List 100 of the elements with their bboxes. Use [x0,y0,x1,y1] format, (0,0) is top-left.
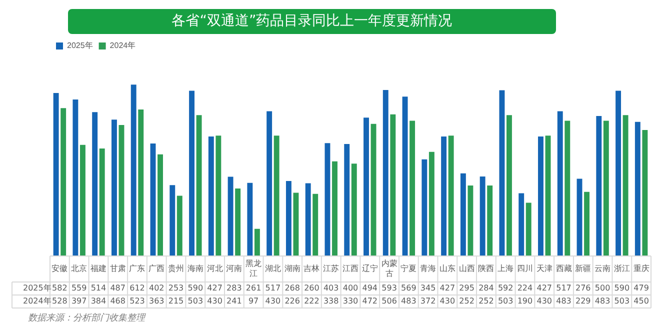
data-label: 503 [498,296,514,306]
data-label: 559 [71,284,87,293]
bar [130,84,136,256]
bar [487,185,493,256]
bar [616,90,622,256]
data-label: 430 [265,296,281,306]
bar [576,178,582,256]
x-tick-label: 吉林 [304,264,320,274]
data-label: 523 [130,296,145,306]
bar [460,173,466,256]
bar [235,188,241,256]
data-label: 472 [362,296,378,306]
x-tick-label: 福建 [90,264,106,274]
bar [526,202,532,256]
data-label: 593 [382,284,397,293]
bar [274,136,280,256]
bar [642,130,648,256]
chart-title: 各省“双通道”药品目录同比上一年度更新情况 [68,9,556,34]
bar [545,136,551,256]
data-label: 528 [52,296,68,306]
data-label: 97 [248,296,259,306]
bar [228,176,234,256]
data-label: 483 [401,296,416,306]
data-label: 514 [90,284,106,293]
data-label: 372 [420,296,436,306]
data-label: 384 [90,296,106,306]
bar [189,90,194,256]
data-label: 430 [440,296,456,306]
bar [305,183,311,256]
data-label: 338 [323,296,339,306]
bar [596,116,602,256]
x-tick-label: 青海 [420,264,436,274]
data-label: 190 [517,296,533,306]
data-label: 276 [576,284,591,293]
bar [499,90,505,256]
data-label: 506 [382,296,397,306]
legend-label: 2024年 [110,41,136,50]
x-tick-label: 海南 [187,264,204,274]
x-tick-label: 西藏 [556,264,572,274]
data-label: 427 [440,284,456,293]
bar [312,194,318,256]
x-tick-label: 山东 [439,264,456,274]
bar [364,118,369,256]
bar [80,144,86,256]
bar [111,120,117,256]
x-tick-label: 广东 [129,264,146,274]
data-label: 487 [110,284,126,293]
data-label: 517 [265,284,281,293]
x-tick-label: 宁夏 [400,264,417,274]
data-label: 503 [188,296,204,306]
x-tick-label: 湖北 [264,264,281,274]
data-label: 402 [148,284,164,293]
text: 2025年 [23,284,52,293]
x-tick-label: 安徽 [52,264,68,274]
x-tick-label: 内蒙古 [381,259,398,278]
bar [382,90,388,256]
bar [634,122,640,256]
bar [150,143,156,256]
data-label: 430 [536,296,552,306]
data-label: 494 [362,284,378,293]
bar [428,152,434,256]
data-label: 261 [246,284,262,293]
data-label: 268 [284,284,300,293]
bar [254,228,260,256]
bar [370,124,376,256]
bar [158,154,163,256]
data-label: 612 [130,284,145,293]
bar [506,115,512,256]
data-label: 252 [459,296,474,306]
x-tick-label: 山西 [458,264,475,274]
bar [390,114,396,256]
bar [538,136,544,256]
data-label: 229 [576,296,591,306]
bar [448,136,454,256]
data-label: 430 [207,296,222,306]
x-tick-label: 河北 [206,264,223,274]
data-label: 592 [498,284,514,293]
bar [622,115,628,256]
bar [266,111,272,256]
data-label: 252 [478,296,494,306]
x-tick-label: 湖南 [284,264,300,274]
bar [99,148,105,256]
data-label: 483 [556,296,572,306]
data-label: 569 [401,284,416,293]
bar [286,180,292,256]
data-label: 260 [304,284,320,293]
bar [72,99,78,256]
data-label: 283 [226,284,242,293]
data-label: 226 [284,296,300,306]
data-label: 215 [168,296,184,306]
bar [564,120,570,256]
data-label: 427 [536,284,552,293]
data-label: 363 [148,296,164,306]
data-label: 403 [323,284,339,293]
bar [603,120,609,256]
legend-label: 2025年 [67,41,93,50]
x-tick-label: 辽宁 [362,264,378,274]
data-label: 241 [226,296,242,306]
data-label: 222 [304,296,320,306]
source-note: 数据来源：分析部门收集整理 [28,312,146,324]
